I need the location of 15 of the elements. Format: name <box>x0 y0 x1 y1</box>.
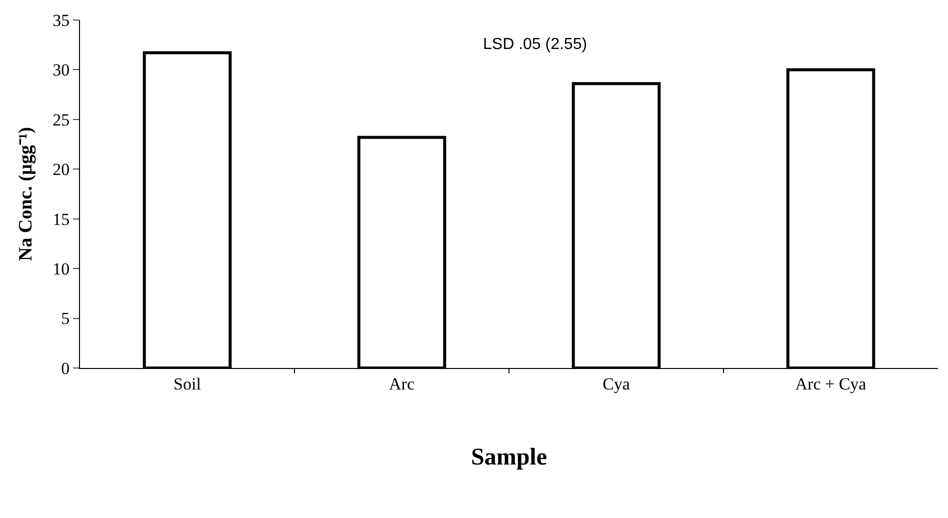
y-tick-label: 15 <box>52 210 70 229</box>
y-tick-label: 20 <box>52 160 70 180</box>
y-tick-label: 30 <box>52 60 70 80</box>
x-tick-label: Cya <box>602 374 630 394</box>
x-axis-title: Sample <box>470 444 548 471</box>
y-tick-label: 10 <box>52 260 70 279</box>
y-axis-title: Na Conc. (µgg⁻¹) <box>15 127 36 261</box>
y-tick-label: 5 <box>61 309 70 328</box>
y-tick-label: 0 <box>61 358 70 378</box>
y-tick-label: 25 <box>52 110 70 130</box>
x-tick-label: Arc <box>389 374 415 394</box>
annotation: LSD .05 (2.55) <box>483 36 588 53</box>
y-tick-label: 35 <box>52 10 70 30</box>
x-tick-label: Soil <box>174 374 202 394</box>
x-tick-label: Arc + Cya <box>795 374 867 394</box>
